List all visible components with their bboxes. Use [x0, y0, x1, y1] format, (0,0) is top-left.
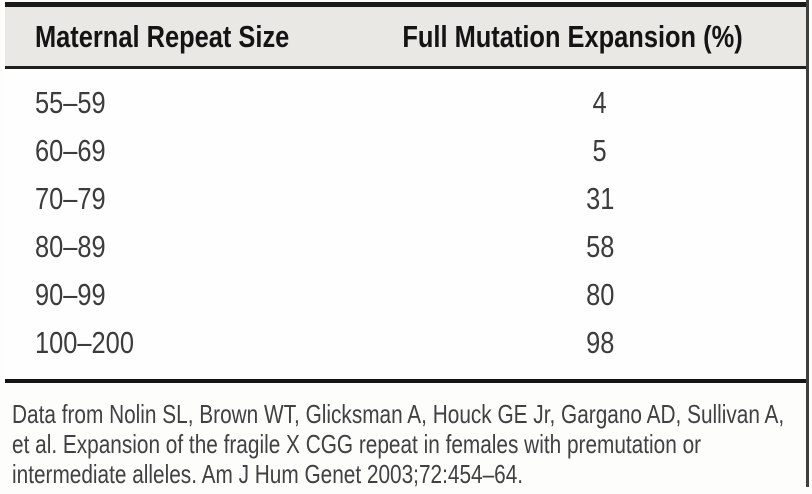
table-row: 90–99 80 [5, 271, 806, 319]
cell-expansion-percent: 80 [420, 277, 780, 313]
cell-expansion-percent: 31 [420, 181, 780, 217]
cell-expansion-percent: 5 [420, 133, 780, 169]
repeat-size-value: 90–99 [35, 277, 106, 312]
repeat-size-value: 80–89 [35, 229, 106, 264]
column-header-maternal-repeat-size: Maternal Repeat Size [5, 19, 365, 55]
cell-repeat-size: 90–99 [5, 277, 420, 313]
expansion-percent-value: 58 [585, 229, 615, 264]
table-row: 70–79 31 [5, 175, 806, 223]
table-row: 80–89 58 [5, 223, 806, 271]
expansion-percent-value: 4 [592, 85, 608, 120]
scan-edge-line [806, 0, 809, 487]
column-header-label: Full Mutation Expansion (%) [402, 18, 743, 54]
cell-repeat-size: 70–79 [5, 181, 420, 217]
cell-repeat-size: 80–89 [5, 229, 420, 265]
repeat-size-value: 70–79 [35, 181, 106, 216]
cell-repeat-size: 60–69 [5, 133, 420, 169]
cell-repeat-size: 100–200 [5, 325, 420, 361]
repeat-size-value: 55–59 [35, 85, 106, 120]
repeat-size-value: 60–69 [35, 133, 106, 168]
expansion-percent-value: 31 [585, 181, 615, 216]
cell-expansion-percent: 58 [420, 229, 780, 265]
cell-expansion-percent: 98 [420, 325, 780, 361]
maternal-repeat-expansion-table: Maternal Repeat Size Full Mutation Expan… [5, 2, 806, 383]
cell-expansion-percent: 4 [420, 85, 780, 121]
column-header-label: Maternal Repeat Size [35, 18, 290, 54]
expansion-percent-value: 98 [585, 325, 615, 360]
footnote-text: Data from Nolin SL, Brown WT, Glicksman … [12, 399, 785, 489]
table-header-row: Maternal Repeat Size Full Mutation Expan… [5, 2, 806, 69]
expansion-percent-value: 80 [585, 277, 615, 312]
repeat-size-value: 100–200 [35, 325, 134, 360]
table-row: 100–200 98 [5, 319, 806, 367]
table-body: 55–59 4 60–69 5 70–79 31 80–89 58 90–99 [5, 69, 806, 383]
cell-repeat-size: 55–59 [5, 85, 420, 121]
source-footnote: Data from Nolin SL, Brown WT, Glicksman … [12, 399, 800, 489]
table-row: 60–69 5 [5, 127, 806, 175]
table-row: 55–59 4 [5, 79, 806, 127]
expansion-percent-value: 5 [592, 133, 608, 168]
column-header-full-mutation-expansion: Full Mutation Expansion (%) [365, 19, 780, 55]
